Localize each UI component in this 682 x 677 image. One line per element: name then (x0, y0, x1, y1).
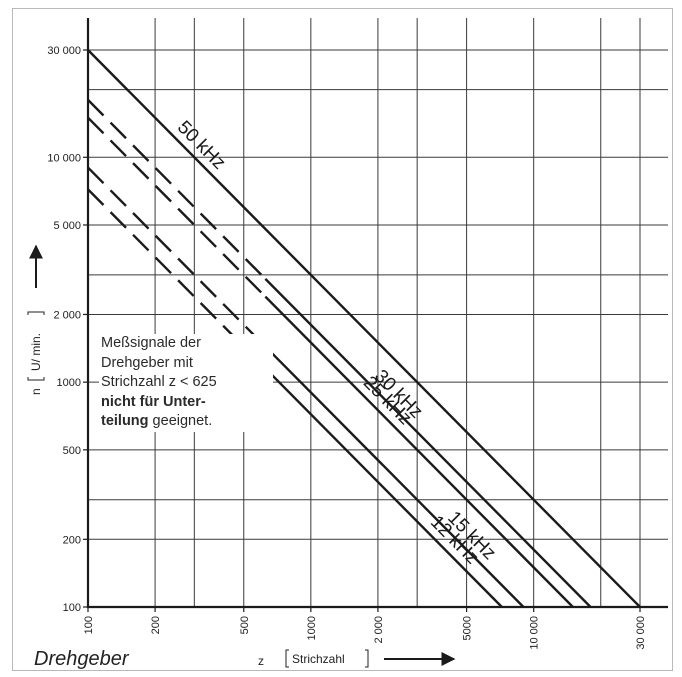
series-layer (87, 49, 641, 608)
chart-frame (12, 8, 673, 671)
series-line (87, 49, 641, 608)
x-tick-label: 200 (150, 616, 162, 634)
series-line (264, 345, 525, 608)
note-line: Meßsignale der (101, 335, 201, 351)
note-line: Strichzahl z < 625 (101, 374, 217, 390)
x-tick-label: 10 000 (529, 616, 541, 650)
y-tick-label: 5 000 (53, 220, 81, 232)
grid-layer (87, 18, 668, 608)
x-tick-label: 2 000 (373, 616, 385, 644)
y-unit-bracket (27, 311, 45, 381)
series-line (264, 277, 592, 608)
x-tick-label: 5000 (462, 616, 474, 640)
note-bold-word: teilung (101, 413, 149, 429)
y-axis-label: n U/ min. (27, 311, 45, 395)
series-line-dashed (87, 166, 267, 348)
x-unit-bracket (285, 649, 369, 668)
x-axis-symbol: z (258, 654, 264, 668)
ticks-layer: 100 200 500 1000 2 000 5 000 10 000 30 000 100 20… (47, 45, 647, 650)
caption: Drehgeber (34, 648, 129, 670)
y-tick-label: 1000 (57, 377, 81, 389)
y-axis-unit: U/ min. (29, 333, 43, 371)
x-tick-label: 500 (239, 616, 251, 634)
y-tick-label: 500 (63, 445, 81, 457)
x-axis-unit: Strichzahl (292, 652, 345, 666)
series-line-dashed (87, 99, 267, 280)
y-tick-label: 200 (63, 534, 81, 546)
note-line: Drehgeber mit (101, 354, 193, 371)
x-axis-label: z Strichzahl (258, 649, 369, 668)
note-line-bold: nicht für Unter- (101, 393, 206, 410)
note-box: Meßsignale der Drehgeber mit Strichzahl … (99, 334, 273, 432)
y-tick-label: 100 (63, 602, 81, 614)
y-tick-label: 10 000 (47, 152, 81, 164)
note-rest: geeignet. (148, 413, 213, 429)
note-line-mixed: teilung geeignet. (101, 412, 271, 432)
x-tick-label: 100 (83, 616, 95, 634)
x-tick-label: 1000 (306, 616, 318, 640)
y-tick-label: 2 000 (53, 309, 81, 321)
series-line-dashed (87, 116, 267, 298)
y-axis-symbol: n (29, 388, 43, 395)
x-tick-label: 30 000 (635, 616, 647, 650)
series-line (264, 367, 503, 608)
series-line (264, 295, 574, 608)
y-tick-label: 30 000 (47, 45, 81, 57)
